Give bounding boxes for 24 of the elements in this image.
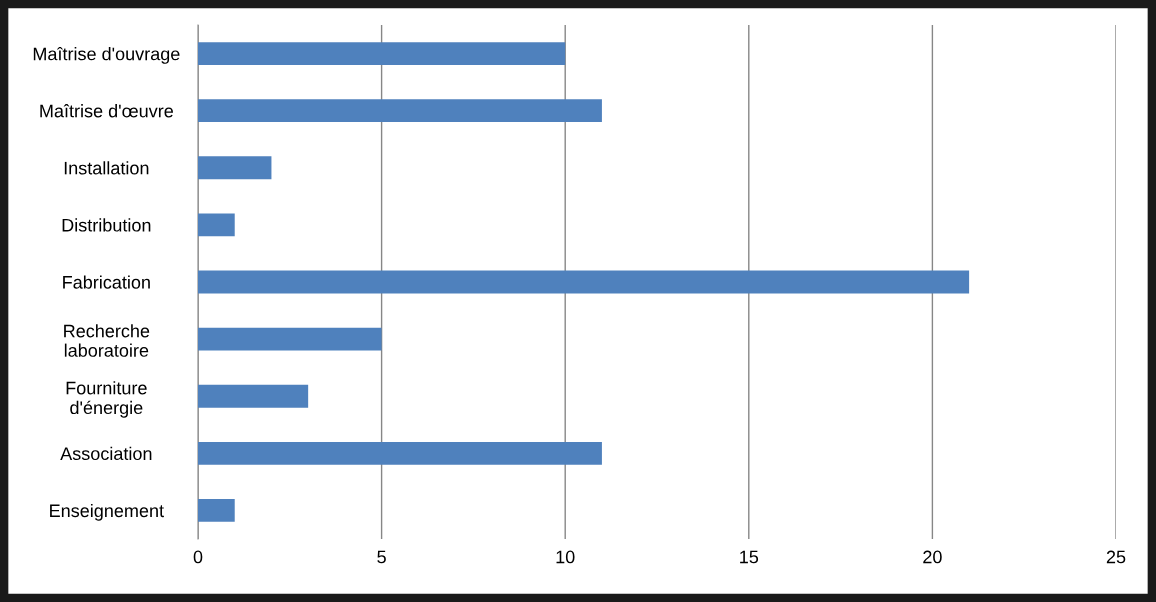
x-tick-label: 20 xyxy=(923,550,942,564)
y-tick-label: Fabrication xyxy=(63,275,150,289)
y-tick-label: Recherche laboratoire xyxy=(64,324,150,357)
bar xyxy=(198,99,602,123)
y-tick-label: Association xyxy=(60,446,152,461)
bar xyxy=(198,441,602,465)
bar xyxy=(198,499,235,522)
x-tick-label: 10 xyxy=(556,550,575,564)
y-tick-label: Maîtrise d'œuvre xyxy=(40,104,173,118)
y-tick-label: Enseignement xyxy=(50,503,164,521)
y-tick-label: Distribution xyxy=(62,218,151,232)
y-tick-label: Installation xyxy=(64,161,149,175)
y-tick-label: Maîtrise d'ouvrage xyxy=(33,46,180,64)
x-tick-label: 0 xyxy=(193,550,203,564)
bar xyxy=(198,384,309,408)
bar xyxy=(198,213,235,237)
bar xyxy=(198,42,566,65)
x-tick-label: 25 xyxy=(1106,550,1126,564)
x-tick-label: 15 xyxy=(740,550,759,564)
bar xyxy=(198,156,272,180)
bar xyxy=(198,327,382,351)
x-tick-label: 5 xyxy=(377,550,386,564)
bar xyxy=(198,270,970,294)
y-tick-label: Fourniture d'énergie xyxy=(66,381,147,418)
